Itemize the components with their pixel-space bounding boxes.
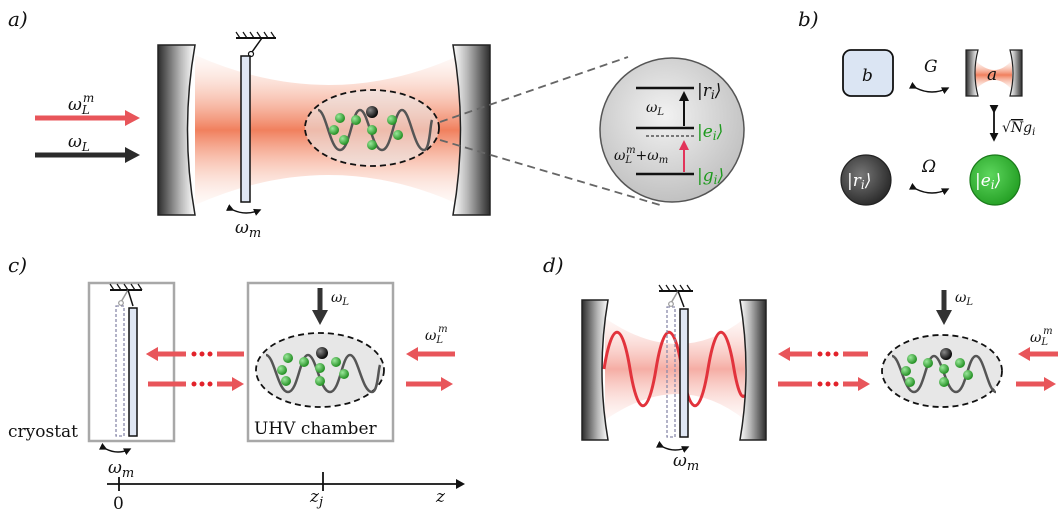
left-mirror [157,44,196,216]
coupling-G-label: G [924,57,938,77]
level-g-label: |gi⟩ [697,166,724,187]
panel-b-label: b) [798,7,819,31]
coupling-G-arrow [908,81,950,95]
laser-label-c-top: ωL [331,290,349,308]
membrane-motion-arrow [225,204,262,216]
uhv-chamber-label: UHV chamber [254,419,378,439]
level-sphere [599,57,745,203]
membrane-c [109,283,143,437]
atoms-a [329,106,403,150]
panel-a-label: a) [8,7,28,31]
mode-a-label: a [987,65,997,85]
z-axis-label-z: z [435,487,446,507]
membrane-motion-arrow-d [655,440,690,453]
panel-d: d) ωm [543,253,1058,474]
panel-a: a) ωm ωLm ωL [8,7,745,241]
laser-label-d-top: ωL [955,290,973,308]
coupling-label: ωL [646,100,664,118]
drive-label: ωLm+ωm [614,145,668,166]
panel-d-label: d) [543,253,564,277]
left-mirror-d [581,299,609,441]
atoms-d [901,348,973,387]
state-r-ball [840,154,892,206]
laser-label-d-right: ωLm [1030,326,1053,348]
state-e-ball [969,154,1021,206]
zoom-line-top [439,56,629,123]
membrane-a [235,31,276,203]
state-e-label: |ei⟩ [975,171,1001,192]
level-e-label: |ei⟩ [697,122,723,143]
omega-label: Ω [921,157,936,177]
right-mirror [452,44,491,216]
right-mirror-d [739,299,767,441]
membrane-freq-c: ωm [108,458,134,481]
fiber-link-c [146,347,244,391]
membrane-motion-arrow-c [98,442,132,456]
membrane-d [658,284,693,438]
laser-label-c-right: ωLm [425,324,448,346]
lattice-potential-a [317,108,434,152]
membrane-freq-a: ωm [235,218,261,241]
cryostat-label: cryostat [8,422,78,442]
mode-b-box [842,49,894,97]
laser-label-wLm: ωLm [68,91,94,117]
lattice-potential-d [891,354,997,394]
state-r-label: |ri⟩ [847,171,871,192]
panel-c: c) cryostat ωm [8,253,465,514]
omega-arrow [908,182,950,196]
mode-a-cavity: a [965,49,1023,97]
rydberg-atom-a [366,106,378,118]
mode-b-label: b [862,66,873,86]
membrane-freq-d: ωm [673,451,699,474]
cryostat-box [87,281,176,443]
laser-label-wL: ωL [68,132,90,154]
panel-b: b) b G a √Ngi |ri⟩ Ω |ei⟩ [798,7,1035,206]
level-r-label: |ri⟩ [697,81,721,102]
lattice-potential-c [265,353,382,394]
fiber-link-d [778,347,870,391]
z-axis-label-zj: zj [309,487,323,510]
panel-c-label: c) [8,253,27,277]
z-axis-label-0: 0 [113,494,124,514]
uhv-chamber-box [246,281,395,443]
atoms-c [277,347,349,386]
coupling-g-label: √Ngi [1002,120,1035,138]
